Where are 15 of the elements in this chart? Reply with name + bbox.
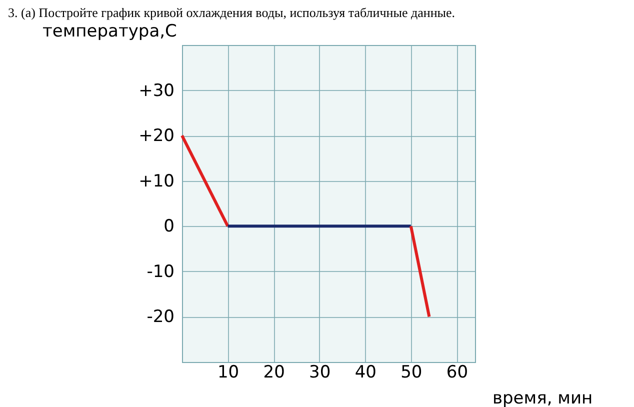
x-tick-label: 20 xyxy=(263,362,285,382)
x-tick-label: 30 xyxy=(309,362,331,382)
y-tick-label: -10 xyxy=(146,262,174,282)
chart-title: 3. (а) Постройте график кривой охлаждения воды, используя табличные данные. xyxy=(8,5,456,20)
x-tick-label: 60 xyxy=(446,362,468,382)
y-tick-label: +30 xyxy=(138,80,174,101)
x-tick-label: 10 xyxy=(217,362,240,382)
y-tick-label: -20 xyxy=(146,307,174,328)
y-axis-title: температура,С xyxy=(42,22,177,42)
y-tick-label: +10 xyxy=(138,171,174,192)
x-tick-label: 40 xyxy=(354,362,376,382)
x-tick-label: 50 xyxy=(400,362,422,382)
y-tick-label: +20 xyxy=(138,126,174,146)
y-tick-label: 0 xyxy=(164,216,174,237)
x-axis-title: время, мин xyxy=(492,388,593,407)
